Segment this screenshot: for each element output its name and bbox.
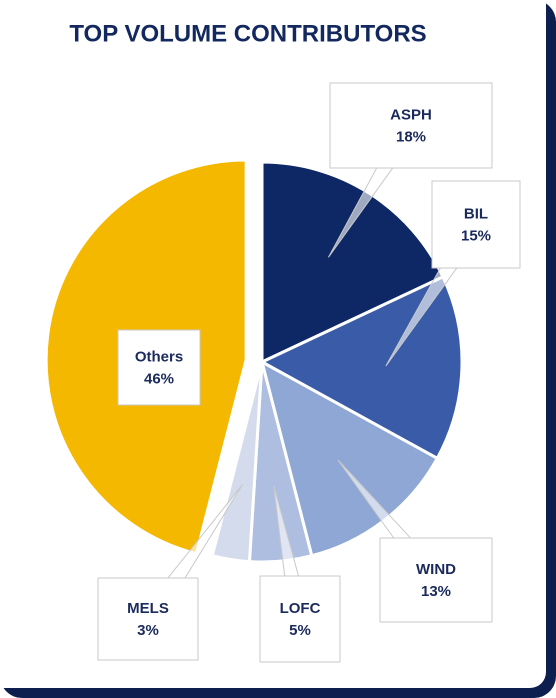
callout-box — [431, 180, 521, 269]
slice-label: BIL — [464, 205, 488, 222]
slice-label: LOFC — [280, 600, 321, 617]
slice-label: ASPH — [390, 106, 432, 123]
callout-box — [329, 82, 493, 169]
callout-box — [117, 329, 201, 406]
callout-box — [97, 577, 199, 661]
callout-box — [379, 537, 493, 623]
slice-value-label: 3% — [137, 622, 159, 639]
callout-box — [259, 575, 341, 663]
slice-value-label: 15% — [461, 227, 491, 244]
slice-label: MELS — [127, 600, 169, 617]
card-corner — [0, 600, 100, 688]
chart-title: TOP VOLUME CONTRIBUTORS — [69, 20, 426, 47]
slice-value-label: 5% — [289, 622, 311, 639]
slice-label: Others — [135, 348, 183, 365]
slice-value-label: 18% — [396, 128, 426, 145]
slice-label: WIND — [416, 561, 456, 578]
slice-value-label: 46% — [144, 370, 174, 387]
card-corner — [0, 0, 100, 100]
slice-value-label: 13% — [421, 583, 451, 600]
